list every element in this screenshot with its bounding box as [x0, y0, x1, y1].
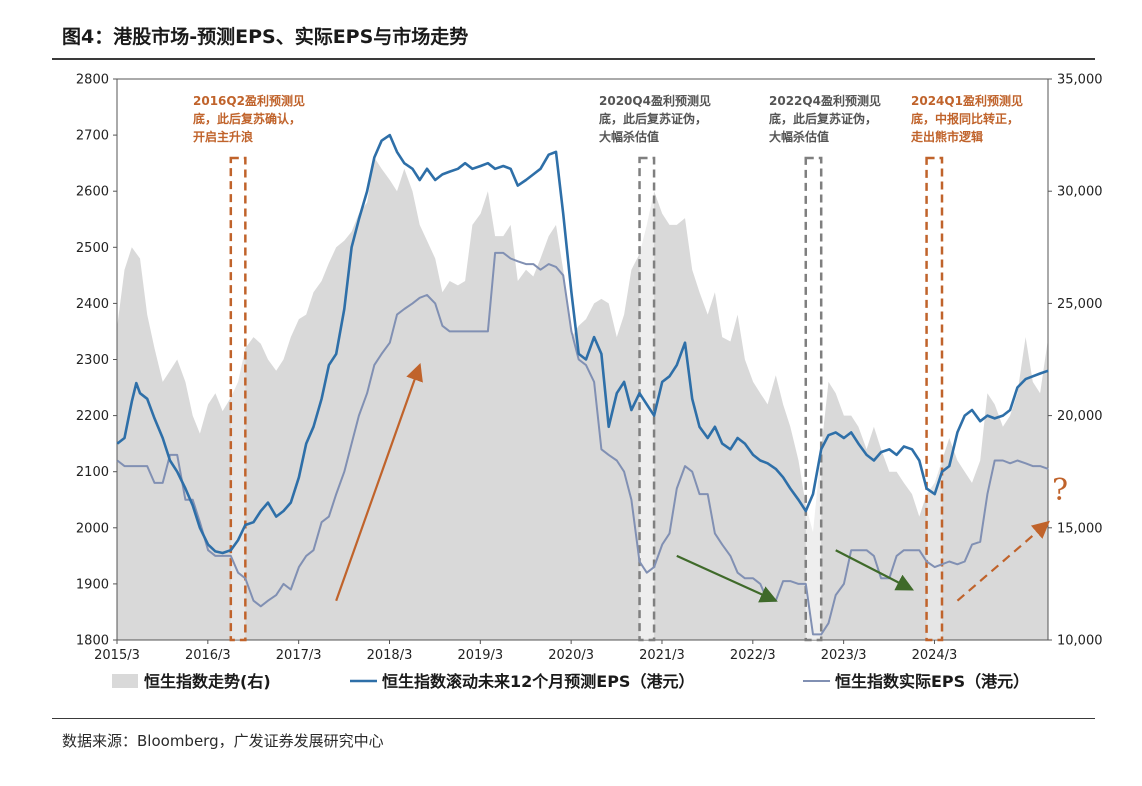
legend-label-forecast: 恒生指数滚动未来12个月预测EPS（港元） [382, 672, 694, 691]
annotation-line: 2020Q4盈利预测见 [599, 93, 711, 108]
trend-arrow-3 [835, 549, 914, 591]
trend-arrow-2 [676, 554, 778, 603]
x-tick-label: 2019/3 [457, 648, 503, 663]
y-left-tick-label: 1800 [76, 634, 109, 649]
x-tick-label: 2018/3 [367, 648, 413, 663]
x-tick-label: 2024/3 [912, 648, 958, 663]
y-right-tick-label: 35,000 [1057, 73, 1103, 88]
x-tick-label: 2015/3 [94, 648, 140, 663]
hsi-area-series [117, 157, 1049, 640]
annotation-line: 2022Q4盈利预测见 [769, 93, 881, 108]
highlight-box-1 [229, 156, 247, 642]
annotation-line: 底，此后复苏证伪， [769, 111, 877, 126]
y-left-tick-label: 2700 [76, 129, 109, 144]
x-tick-label: 2020/3 [548, 648, 594, 663]
y-left-tick-label: 2500 [76, 241, 109, 256]
y-right-tick-label: 20,000 [1057, 409, 1103, 424]
x-tick-label: 2023/3 [821, 648, 867, 663]
y-left-tick-label: 2800 [76, 73, 109, 88]
annotation-line: 2024Q1盈利预测见 [911, 93, 1023, 108]
top-rule [52, 58, 1095, 60]
annotation-line: 底，此后复苏确认， [193, 111, 301, 126]
figure-title: 图4：港股市场-预测EPS、实际EPS与市场走势 [62, 26, 469, 48]
y-left-tick-label: 1900 [76, 577, 109, 592]
highlight-box-2 [638, 156, 656, 642]
data-source: 数据来源：Bloomberg，广发证券发展研究中心 [62, 732, 384, 750]
question-mark: ? [1052, 473, 1068, 508]
y-left-tick-label: 2600 [76, 185, 109, 200]
x-tick-label: 2022/3 [730, 648, 776, 663]
actual-eps-series [116, 251, 1049, 636]
annotation-line: 底，中报同比转正， [911, 111, 1019, 126]
annotation-line: 大幅杀估值 [769, 129, 829, 144]
highlight-box-3 [804, 156, 823, 642]
y-right-tick-label: 10,000 [1057, 634, 1103, 649]
y-left-tick-label: 2200 [76, 409, 109, 424]
annotation-line: 开启主升浪 [193, 129, 253, 144]
y-left-tick-label: 2400 [76, 297, 109, 312]
y-right-tick-label: 30,000 [1057, 185, 1103, 200]
legend-label-actual: 恒生指数实际EPS（港元） [835, 672, 1029, 691]
bottom-rule [52, 718, 1095, 719]
y-right-tick-label: 15,000 [1057, 521, 1103, 536]
y-left-tick-label: 2300 [76, 353, 109, 368]
trend-arrow-4 [956, 520, 1050, 602]
x-tick-label: 2021/3 [639, 648, 685, 663]
y-right-tick-label: 25,000 [1057, 297, 1103, 312]
legend-label-hsi: 恒生指数走势(右) [144, 672, 271, 691]
annotation-line: 走出熊市逻辑 [911, 129, 983, 144]
highlight-box-4 [925, 156, 944, 642]
annotation-line: 大幅杀估值 [599, 129, 659, 144]
annotation-line: 2016Q2盈利预测见 [193, 93, 305, 108]
y-left-tick-label: 2100 [76, 465, 109, 480]
trend-arrow-1 [335, 363, 423, 602]
legend-swatch-hsi [112, 674, 138, 688]
y-left-tick-label: 2000 [76, 521, 109, 536]
x-tick-label: 2017/3 [276, 648, 322, 663]
x-tick-label: 2016/3 [185, 648, 231, 663]
forecast-eps-series [116, 133, 1049, 555]
annotation-line: 底，此后复苏证伪， [599, 111, 707, 126]
